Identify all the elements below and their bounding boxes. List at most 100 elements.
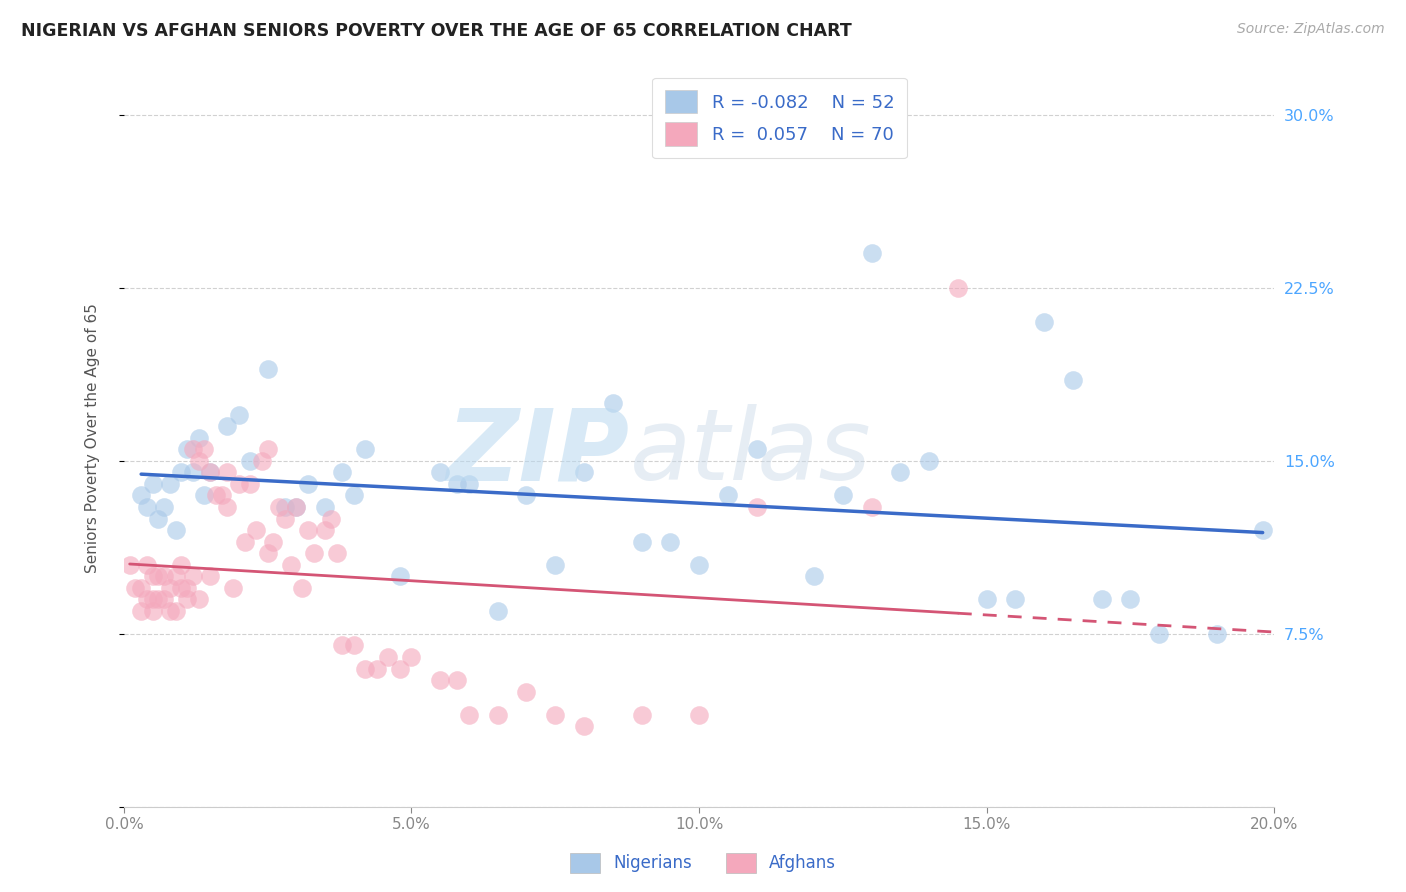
Point	[860, 246, 883, 260]
Point	[602, 396, 624, 410]
Point	[918, 454, 941, 468]
Point	[515, 488, 537, 502]
Point	[193, 442, 215, 457]
Point	[332, 466, 354, 480]
Point	[181, 569, 204, 583]
Point	[803, 569, 825, 583]
Point	[129, 581, 152, 595]
Point	[198, 569, 221, 583]
Point	[291, 581, 314, 595]
Point	[1251, 523, 1274, 537]
Point	[297, 523, 319, 537]
Point	[198, 466, 221, 480]
Point	[745, 500, 768, 514]
Point	[159, 476, 181, 491]
Point	[245, 523, 267, 537]
Point	[198, 466, 221, 480]
Point	[745, 442, 768, 457]
Point	[187, 454, 209, 468]
Point	[1004, 592, 1026, 607]
Point	[217, 500, 239, 514]
Point	[446, 476, 468, 491]
Point	[429, 673, 451, 687]
Point	[297, 476, 319, 491]
Point	[176, 442, 198, 457]
Point	[486, 604, 509, 618]
Point	[142, 592, 165, 607]
Point	[118, 558, 141, 572]
Point	[135, 592, 157, 607]
Point	[256, 546, 278, 560]
Point	[388, 569, 411, 583]
Point	[285, 500, 308, 514]
Point	[148, 511, 170, 525]
Point	[142, 604, 165, 618]
Point	[458, 707, 481, 722]
Point	[170, 581, 193, 595]
Point	[187, 592, 209, 607]
Point	[129, 604, 152, 618]
Point	[124, 581, 146, 595]
Point	[142, 569, 165, 583]
Point	[274, 500, 297, 514]
Point	[354, 442, 377, 457]
Point	[148, 592, 170, 607]
Point	[142, 476, 165, 491]
Point	[165, 523, 187, 537]
Point	[366, 661, 388, 675]
Point	[486, 707, 509, 722]
Legend: R = -0.082    N = 52, R =  0.057    N = 70: R = -0.082 N = 52, R = 0.057 N = 70	[652, 78, 907, 158]
Point	[205, 488, 228, 502]
Point	[129, 488, 152, 502]
Point	[544, 707, 567, 722]
Point	[976, 592, 998, 607]
Point	[165, 604, 187, 618]
Point	[165, 569, 187, 583]
Point	[688, 558, 710, 572]
Point	[377, 650, 399, 665]
Point	[217, 419, 239, 434]
Point	[572, 719, 595, 733]
Point	[659, 534, 682, 549]
Point	[717, 488, 740, 502]
Point	[446, 673, 468, 687]
Point	[889, 466, 911, 480]
Point	[274, 511, 297, 525]
Point	[153, 569, 176, 583]
Point	[217, 466, 239, 480]
Point	[1033, 315, 1056, 329]
Point	[1119, 592, 1142, 607]
Point	[228, 408, 250, 422]
Point	[1062, 373, 1084, 387]
Point	[860, 500, 883, 514]
Point	[262, 534, 284, 549]
Point	[181, 466, 204, 480]
Text: Source: ZipAtlas.com: Source: ZipAtlas.com	[1237, 22, 1385, 37]
Point	[343, 639, 366, 653]
Point	[176, 581, 198, 595]
Point	[544, 558, 567, 572]
Point	[159, 581, 181, 595]
Point	[946, 281, 969, 295]
Point	[211, 488, 233, 502]
Point	[401, 650, 423, 665]
Point	[630, 534, 652, 549]
Point	[233, 534, 256, 549]
Point	[181, 442, 204, 457]
Text: NIGERIAN VS AFGHAN SENIORS POVERTY OVER THE AGE OF 65 CORRELATION CHART: NIGERIAN VS AFGHAN SENIORS POVERTY OVER …	[21, 22, 852, 40]
Point	[314, 523, 336, 537]
Point	[1205, 627, 1227, 641]
Point	[250, 454, 273, 468]
Point	[256, 442, 278, 457]
Point	[429, 466, 451, 480]
Point	[388, 661, 411, 675]
Point	[228, 476, 250, 491]
Point	[325, 546, 347, 560]
Point	[153, 592, 176, 607]
Point	[239, 454, 262, 468]
Point	[170, 466, 193, 480]
Point	[187, 431, 209, 445]
Point	[159, 604, 181, 618]
Point	[176, 592, 198, 607]
Y-axis label: Seniors Poverty Over the Age of 65: Seniors Poverty Over the Age of 65	[86, 302, 100, 573]
